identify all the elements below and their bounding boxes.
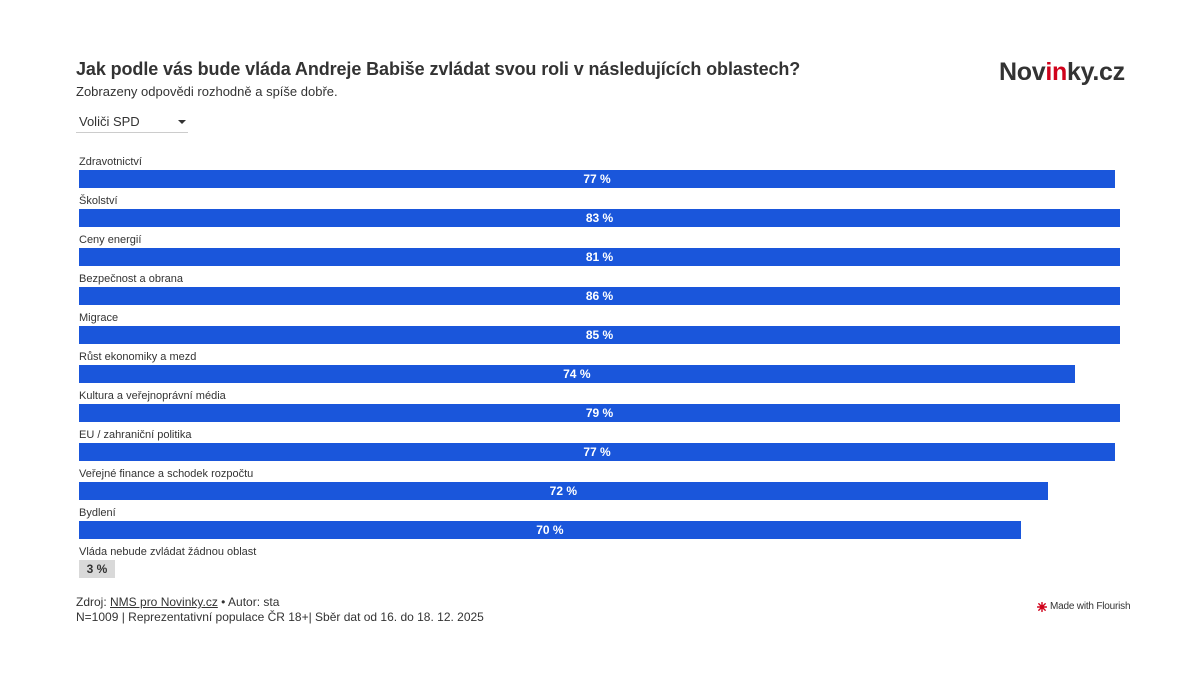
bar-value-label: 81 % [585, 250, 614, 264]
bar[interactable] [79, 326, 1120, 344]
logo-part-1: Nov [999, 58, 1046, 86]
category-label: EU / zahraniční politika [79, 429, 192, 441]
bar[interactable] [79, 209, 1120, 227]
made-with-flourish-text: Made with Flourish [1050, 601, 1131, 612]
caret-down-icon [178, 120, 186, 124]
made-with-flourish-badge[interactable]: Made with Flourish [1037, 601, 1131, 612]
dropdown-selected-value: Voliči SPD [79, 114, 140, 129]
category-label: Bezpečnost a obrana [79, 273, 183, 285]
chart-title: Jak podle vás bude vláda Andreje Babiše … [76, 59, 801, 79]
chart-footer: Zdroj: NMS pro Novinky.cz • Autor: sta N… [76, 595, 484, 625]
category-label: Veřejné finance a schodek rozpočtu [79, 468, 254, 480]
category-label: Ceny energií [79, 234, 142, 246]
bar-value-label: 70 % [536, 523, 564, 537]
bar[interactable] [79, 287, 1120, 305]
source-line: Zdroj: NMS pro Novinky.cz • Autor: sta [76, 595, 484, 610]
bar[interactable] [79, 560, 115, 578]
novinky-logo[interactable]: Novinky.cz [999, 58, 1125, 87]
bar[interactable] [79, 443, 1115, 461]
voter-group-dropdown[interactable]: Voliči SPD [76, 111, 188, 133]
bar-value-label: 79 % [585, 406, 614, 420]
bar-value-label: 77 % [583, 445, 611, 459]
category-label: Kultura a veřejnoprávní média [79, 390, 226, 402]
bar[interactable] [79, 365, 1075, 383]
logo-part-2: ky.cz [1066, 58, 1125, 86]
category-label: Zdravotnictví [79, 156, 142, 168]
bar[interactable] [79, 404, 1120, 422]
author-text: • Autor: sta [217, 595, 280, 609]
category-label: Školství [79, 195, 118, 207]
source-link[interactable]: NMS pro Novinky.cz [110, 595, 218, 609]
bar[interactable] [79, 170, 1115, 188]
logo-part-accent: in [1045, 58, 1067, 86]
category-label: Růst ekonomiky a mezd [79, 351, 197, 363]
flourish-logo-icon [1037, 601, 1047, 612]
category-label: Vláda nebude zvládat žádnou oblast [79, 546, 257, 558]
methodology-note: N=1009 | Reprezentativní populace ČR 18+… [76, 610, 484, 624]
category-label: Bydlení [79, 507, 116, 519]
bar-value-label: 85 % [585, 328, 614, 342]
bar-value-label: 3 % [86, 562, 108, 576]
bar-value-label: 83 % [585, 211, 614, 225]
category-label: Migrace [79, 312, 119, 324]
bar-value-label: 74 % [563, 367, 591, 381]
source-prefix: Zdroj: [76, 595, 111, 609]
bar-value-label: 86 % [585, 289, 614, 303]
chart-subtitle: Zobrazeny odpovědi rozhodně a spíše dobř… [76, 84, 338, 99]
bar-value-label: 72 % [549, 484, 578, 498]
bar[interactable] [79, 521, 1021, 539]
bar[interactable] [79, 248, 1120, 266]
bar[interactable] [79, 482, 1048, 500]
bar-value-label: 77 % [583, 172, 611, 186]
